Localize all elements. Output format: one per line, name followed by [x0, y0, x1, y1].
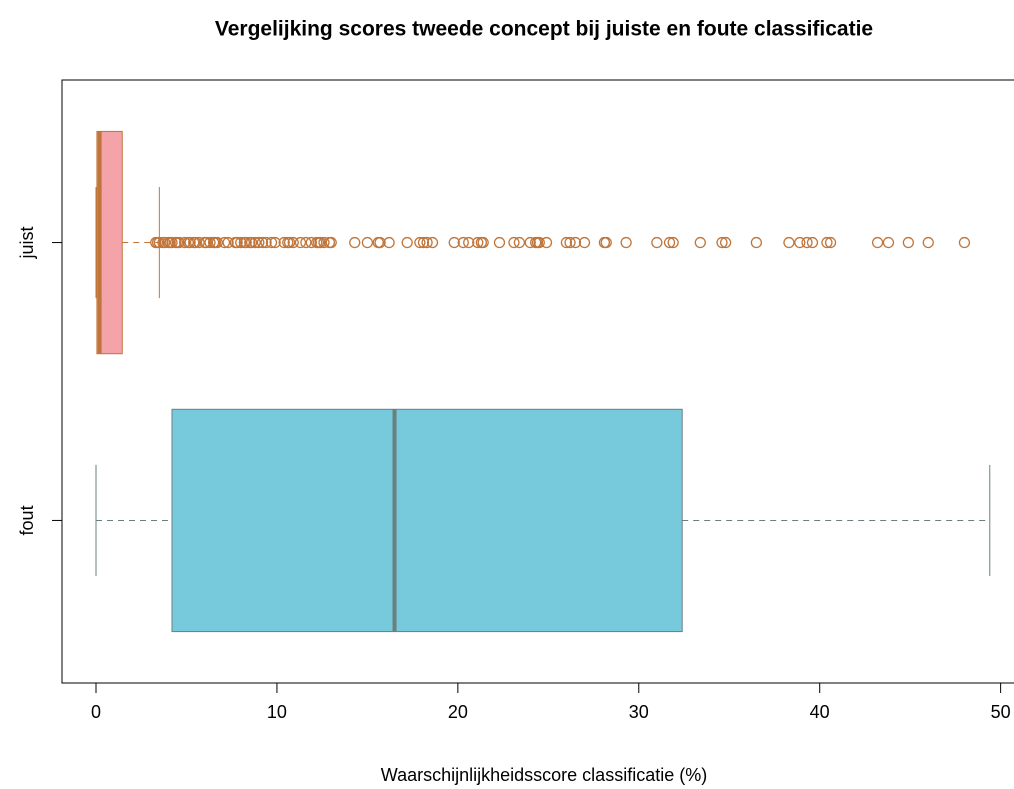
outlier [560, 236, 573, 249]
outlier [426, 236, 439, 249]
outlier [508, 236, 520, 249]
outlier [882, 236, 895, 249]
x-tick-label: 40 [810, 702, 830, 722]
outlier [663, 236, 676, 249]
x-tick-label: 0 [91, 702, 101, 722]
outlier [620, 236, 632, 249]
outlier [287, 236, 299, 249]
outlier [578, 236, 591, 249]
outlier [278, 236, 290, 249]
outlier [821, 236, 833, 249]
outlier [245, 236, 258, 249]
outlier [256, 236, 269, 249]
outlier [958, 236, 971, 249]
outlier [211, 236, 223, 249]
outlier [716, 236, 728, 249]
outlier [300, 236, 312, 249]
outlier [184, 236, 196, 249]
outlier [189, 236, 202, 249]
outlier [305, 236, 317, 249]
outlier [166, 236, 178, 249]
outlier [173, 236, 185, 249]
outlier [421, 236, 433, 249]
outlier [694, 236, 706, 249]
outlier [472, 236, 484, 249]
outlier [231, 236, 243, 249]
outlier [783, 236, 795, 249]
outlier [318, 236, 330, 249]
outlier [325, 236, 337, 249]
outlier [824, 236, 837, 249]
outlier [269, 236, 281, 249]
outlier [314, 236, 327, 249]
outlier [374, 236, 386, 249]
outlier [240, 236, 252, 249]
outlier [193, 236, 205, 249]
x-tick-label: 10 [267, 702, 287, 722]
y-tick-label: fout [17, 505, 37, 535]
outlier [902, 236, 915, 249]
outlier [383, 236, 395, 249]
outlier [179, 236, 191, 249]
y-tick-label: juist [17, 227, 37, 260]
outlier [253, 236, 265, 249]
outlier [249, 236, 261, 249]
chart-title: Vergelijking scores tweede concept bij j… [215, 18, 873, 41]
outlier [524, 236, 536, 249]
outlier [750, 236, 763, 249]
outlier [569, 236, 582, 249]
outlier [806, 236, 819, 249]
outlier [159, 236, 171, 249]
outlier [153, 236, 165, 249]
outlier [651, 236, 663, 249]
outlier [493, 236, 506, 249]
x-tick-label: 50 [991, 702, 1011, 722]
outlier [448, 236, 460, 249]
outlier [719, 236, 732, 249]
outlier [265, 236, 278, 249]
x-tick-label: 20 [448, 702, 468, 722]
outlier [513, 236, 526, 249]
outlier [417, 236, 430, 249]
outlier [414, 236, 426, 249]
outlier [204, 236, 216, 249]
outlier [361, 236, 374, 249]
outlier [294, 236, 307, 249]
outlier [871, 236, 884, 249]
outlier [235, 236, 247, 249]
outlier [794, 236, 806, 249]
outlier [600, 236, 612, 249]
x-tick-label: 30 [629, 702, 649, 722]
outlier [922, 236, 934, 249]
outlier [283, 236, 296, 249]
outlier [540, 236, 553, 249]
outlier [564, 236, 576, 249]
outlier [349, 236, 361, 249]
outlier [667, 236, 679, 249]
outlier [222, 236, 234, 249]
x-axis-label: Waarschijnlijkheidsscore classificatie (… [381, 765, 707, 785]
outlier [463, 236, 475, 249]
outlier [218, 236, 231, 249]
outlier [533, 236, 545, 249]
outlier [200, 236, 213, 249]
outlier [477, 236, 489, 249]
box [171, 408, 683, 633]
outlier [801, 236, 813, 249]
outlier [457, 236, 469, 249]
outlier [401, 236, 413, 249]
outlier [260, 236, 272, 249]
